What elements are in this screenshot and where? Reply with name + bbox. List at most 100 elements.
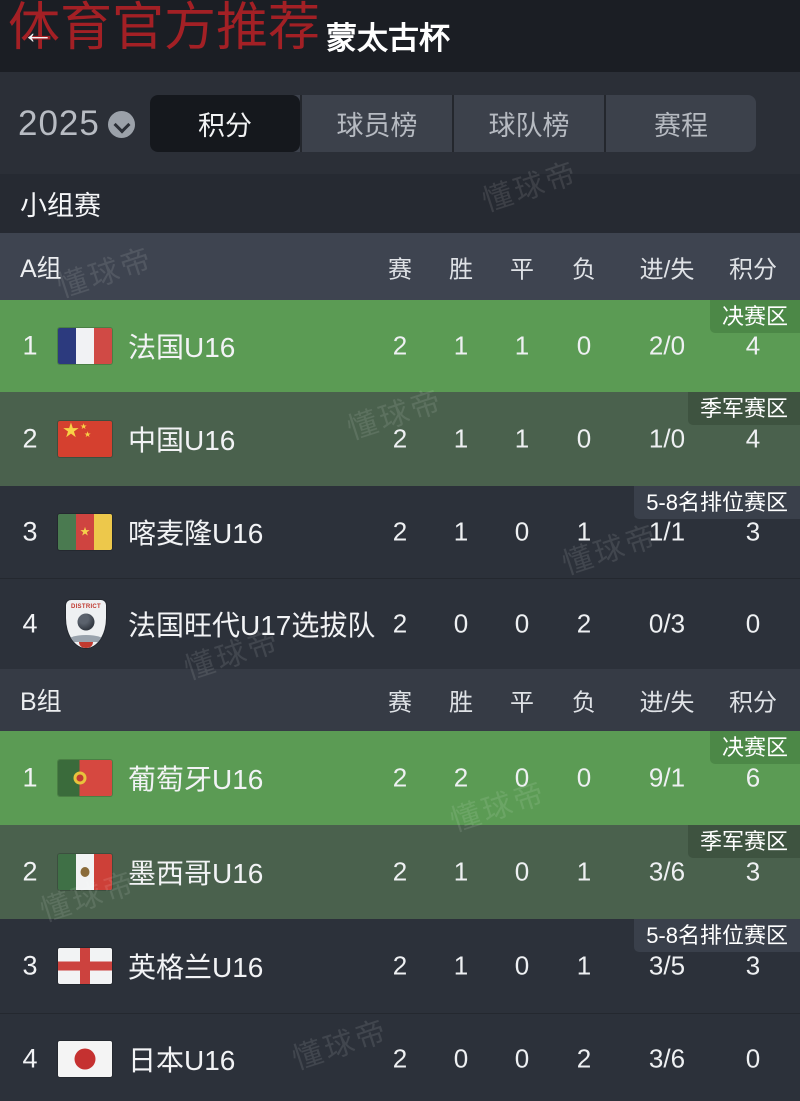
zone-badge: 季军赛区 (687, 825, 800, 858)
stat-played: 2 (392, 950, 408, 981)
stat-goals: 1/1 (648, 516, 686, 547)
stat-draw: 0 (514, 1043, 530, 1073)
stat-goals: 3/5 (648, 950, 686, 981)
group-b-header: B组 赛 胜 平 负 进/失 积分 (0, 669, 800, 731)
stat-loss: 1 (576, 856, 592, 887)
stat-draw: 0 (514, 762, 530, 793)
table-row-france-u16[interactable]: 决赛区 1 法国U16 2 1 1 0 2/0 4 (0, 300, 800, 392)
back-arrow-icon: ← (21, 13, 55, 50)
stat-played: 2 (392, 856, 408, 887)
rank-label: 2 (22, 856, 38, 887)
table-row-england-u16[interactable]: 5-8名排位赛区 3 英格兰U16 2 1 0 1 3/5 3 (0, 919, 800, 1013)
col-goals: 进/失 (639, 256, 695, 283)
stat-played: 2 (392, 423, 408, 454)
china-flag-icon: ★ ★ ★ (58, 421, 112, 457)
tab-bar: 积分 球员榜 球队榜 赛程 (150, 95, 756, 152)
back-button[interactable]: ← (18, 12, 58, 52)
stat-win: 1 (453, 423, 469, 454)
stat-points: 6 (745, 762, 761, 793)
stat-win: 2 (453, 762, 469, 793)
crest-label: DISTRICT (70, 604, 102, 610)
section-group-stage: 小组赛 (0, 174, 800, 233)
col-points: 积分 (729, 689, 777, 717)
team-name: 法国旺代U17选拔队 (128, 610, 376, 641)
stat-loss: 2 (576, 1043, 592, 1073)
team-name: 日本U16 (128, 1044, 236, 1076)
col-win: 胜 (449, 689, 473, 717)
stat-points: 0 (745, 1043, 761, 1073)
football-icon (77, 613, 95, 631)
stat-loss: 1 (576, 950, 592, 981)
rank-label: 4 (22, 608, 38, 639)
page-title: 蒙太古杯 (326, 21, 450, 56)
year-label: 2025 (18, 104, 100, 143)
tab-player-ranking[interactable]: 球员榜 (300, 95, 452, 152)
stat-played: 2 (392, 608, 408, 639)
zone-badge: 决赛区 (709, 731, 800, 764)
stat-points: 3 (745, 950, 761, 981)
group-a-name: A组 (20, 254, 62, 283)
table-row-mexico-u16[interactable]: 季军赛区 2 墨西哥U16 2 1 0 1 3/6 3 (0, 825, 800, 919)
stat-points: 4 (745, 423, 761, 454)
stat-played: 2 (392, 330, 408, 361)
cameroon-flag-icon: ★ (58, 514, 112, 550)
col-draw: 平 (510, 256, 534, 283)
col-goals: 进/失 (639, 689, 695, 717)
rank-label: 2 (22, 423, 38, 454)
rank-label: 1 (22, 330, 38, 361)
zone-badge: 5-8名排位赛区 (634, 919, 800, 952)
year-selector[interactable]: 2025 (18, 104, 135, 144)
table-row-japan-u16[interactable]: 4 日本U16 2 0 0 2 3/6 0 (0, 1013, 800, 1101)
portugal-flag-icon (58, 760, 112, 796)
stat-loss: 0 (576, 423, 592, 454)
stat-points: 3 (745, 856, 761, 887)
stat-points: 0 (745, 608, 761, 639)
stat-points: 4 (745, 330, 761, 361)
team-name: 法国U16 (128, 332, 236, 363)
chevron-down-icon (107, 110, 135, 138)
stat-goals: 1/0 (648, 423, 686, 454)
col-loss: 负 (572, 689, 596, 717)
stat-win: 1 (453, 856, 469, 887)
zone-badge: 季军赛区 (687, 392, 800, 425)
stat-goals: 0/3 (648, 608, 686, 639)
stat-loss: 0 (576, 762, 592, 793)
table-row-china-u16[interactable]: 季军赛区 2 ★ ★ ★ 中国U16 2 1 1 0 1/0 4 (0, 392, 800, 486)
rank-label: 1 (22, 762, 38, 793)
tab-points[interactable]: 积分 (150, 95, 300, 152)
table-row-cameroon-u16[interactable]: 5-8名排位赛区 3 ★ 喀麦隆U16 2 1 0 1 1/1 3 (0, 486, 800, 578)
stat-goals: 2/0 (648, 330, 686, 361)
stat-points: 3 (745, 516, 761, 547)
stat-draw: 0 (514, 516, 530, 547)
tab-team-ranking[interactable]: 球队榜 (452, 95, 604, 152)
team-name: 中国U16 (128, 425, 236, 456)
stat-loss: 1 (576, 516, 592, 547)
group-b-name: B组 (20, 688, 62, 716)
team-name: 英格兰U16 (128, 952, 264, 983)
zone-badge: 决赛区 (709, 300, 800, 333)
stat-draw: 0 (514, 608, 530, 639)
stat-loss: 0 (576, 330, 592, 361)
team-name: 墨西哥U16 (128, 858, 264, 889)
table-row-portugal-u16[interactable]: 决赛区 1 葡萄牙U16 2 2 0 0 9/1 6 (0, 731, 800, 825)
stat-loss: 2 (576, 608, 592, 639)
tab-schedule[interactable]: 赛程 (604, 95, 756, 152)
stat-win: 1 (453, 516, 469, 547)
stat-goals: 9/1 (648, 762, 686, 793)
stat-draw: 0 (514, 950, 530, 981)
col-draw: 平 (510, 689, 534, 717)
rank-label: 3 (22, 950, 38, 981)
filter-strip: 2025 积分 球员榜 球队榜 赛程 (0, 72, 800, 174)
stat-goals: 3/6 (648, 1043, 686, 1073)
stat-goals: 3/6 (648, 856, 686, 887)
stat-draw: 1 (514, 330, 530, 361)
col-played: 赛 (388, 689, 412, 717)
stat-win: 0 (453, 1043, 469, 1073)
group-a-header: A组 赛 胜 平 负 进/失 积分 (0, 233, 800, 300)
col-loss: 负 (572, 256, 596, 283)
col-points: 积分 (729, 256, 777, 283)
table-row-vendee-u17[interactable]: 4 DISTRICT 法国旺代U17选拔队 2 0 0 2 0/3 0 (0, 578, 800, 669)
japan-flag-icon (58, 1040, 112, 1077)
top-bar: 体育官方推荐 ← 蒙太古杯 (0, 0, 800, 72)
